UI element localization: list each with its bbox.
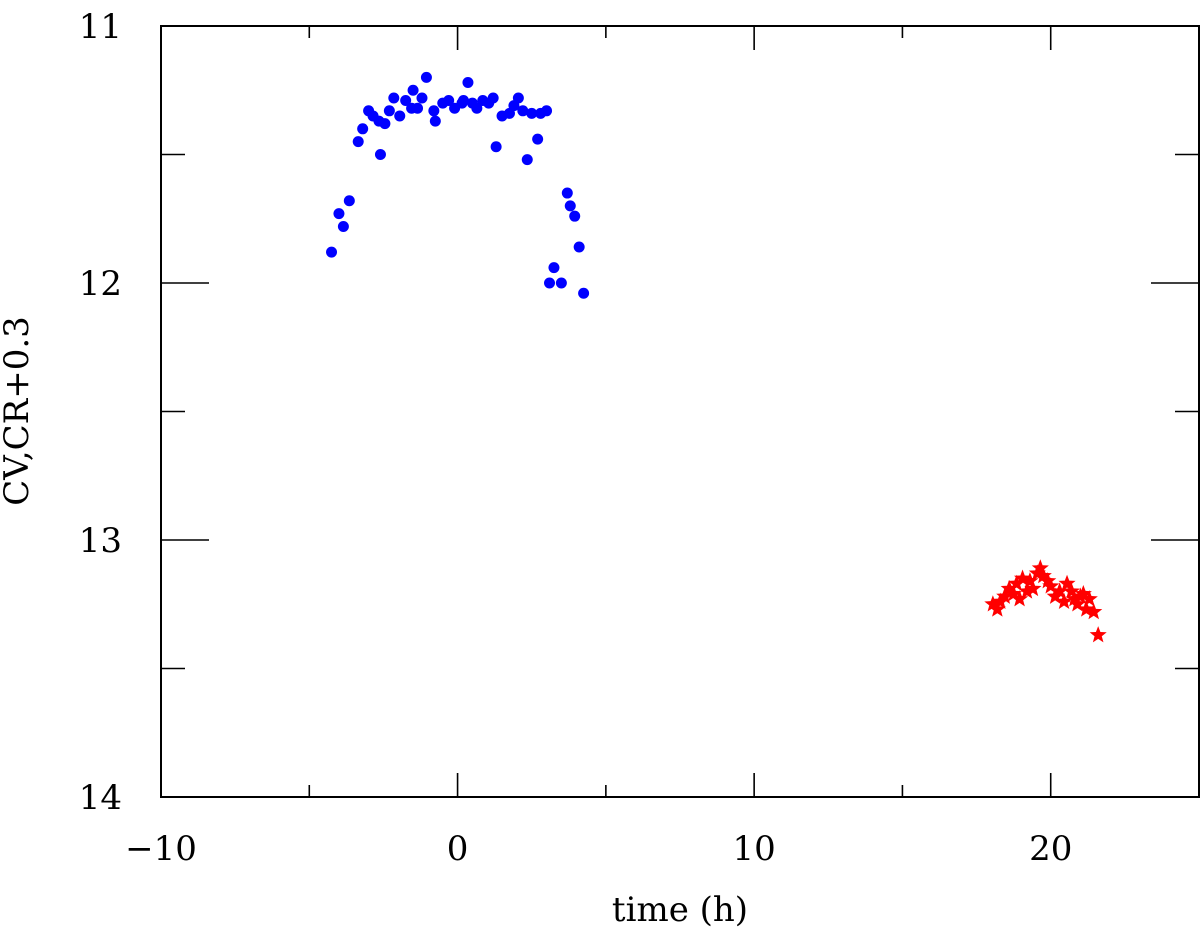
data-point-star (1021, 572, 1039, 589)
data-point-circle (374, 149, 386, 160)
y-tick-label: 13 (79, 521, 122, 561)
data-point-circle (333, 208, 345, 220)
data-point-star (984, 595, 1002, 612)
data-point-circle (569, 210, 581, 222)
plot-frame (160, 25, 1200, 798)
axis-ticks: −10 0 10 20 11 12 13 14 (79, 7, 1199, 869)
data-point-circle (561, 187, 573, 199)
data-point-circle (555, 277, 567, 289)
data-point-star (1034, 566, 1052, 584)
data-point-circle (388, 92, 400, 104)
data-point-circle (357, 123, 369, 135)
data-point-circle (471, 102, 483, 114)
data-point-circle (544, 277, 556, 289)
data-point-star (1000, 579, 1018, 597)
data-point-circle (352, 136, 364, 148)
data-point-circle (521, 154, 533, 166)
data-point-star (1074, 584, 1092, 602)
data-point-circle (412, 102, 424, 114)
data-point-circle (383, 105, 395, 117)
data-point-circle (512, 92, 524, 104)
data-point-star (988, 600, 1006, 617)
data-point-circle (407, 84, 419, 96)
data-point-star (1005, 584, 1023, 602)
data-point-circle (487, 92, 499, 104)
x-tick-label: 20 (1029, 829, 1072, 869)
data-point-star (1085, 602, 1103, 620)
data-point-star (1089, 626, 1107, 643)
data-point-circle (573, 241, 585, 253)
x-tick-label: −10 (125, 829, 197, 869)
data-point-circle (490, 141, 502, 153)
x-tick-label: 0 (447, 829, 469, 869)
data-point-star (1068, 595, 1086, 612)
data-point-circle (541, 105, 553, 117)
data-point-circle (458, 95, 470, 107)
data-point-circle (532, 133, 544, 145)
data-point-star (1080, 590, 1098, 607)
data-point-circle (394, 110, 406, 122)
data-points (326, 71, 1107, 643)
y-tick-label: 11 (79, 7, 122, 47)
data-point-circle (564, 200, 576, 212)
data-point-circle (578, 287, 590, 299)
data-point-star (996, 587, 1014, 604)
x-axis-label: time (h) (612, 890, 748, 930)
data-point-circle (337, 220, 349, 232)
data-point-circle (443, 95, 455, 107)
data-point-star (1031, 559, 1049, 576)
data-point-star (1062, 582, 1081, 599)
y-tick-label: 12 (79, 264, 122, 304)
data-point-star (1058, 574, 1076, 591)
x-tick-label: 10 (733, 829, 776, 869)
y-tick-label: 14 (79, 778, 122, 818)
data-point-circle (462, 77, 474, 89)
data-point-circle (400, 95, 412, 107)
data-point-circle (379, 118, 391, 130)
data-point-star (1008, 574, 1026, 591)
data-point-circle (517, 105, 529, 117)
data-point-star (1051, 582, 1069, 599)
data-point-circle (429, 115, 441, 127)
data-point-star (1024, 579, 1042, 597)
y-axis-label: CV,CR+0.3 (0, 316, 37, 506)
data-point-star (1011, 590, 1029, 607)
data-point-star (1077, 600, 1095, 617)
data-point-star (1018, 582, 1036, 599)
data-point-circle (420, 71, 432, 83)
data-point-star (1039, 572, 1057, 589)
data-point-circle (416, 92, 428, 104)
data-point-star (1042, 577, 1060, 594)
data-point-star (1055, 592, 1073, 609)
data-point-circle (548, 262, 560, 274)
data-point-circle (428, 105, 440, 117)
data-point-circle (526, 107, 538, 119)
data-point-circle (326, 246, 338, 258)
data-point-circle (343, 195, 355, 207)
data-point-star (1065, 590, 1083, 607)
data-point-star (1013, 569, 1032, 586)
